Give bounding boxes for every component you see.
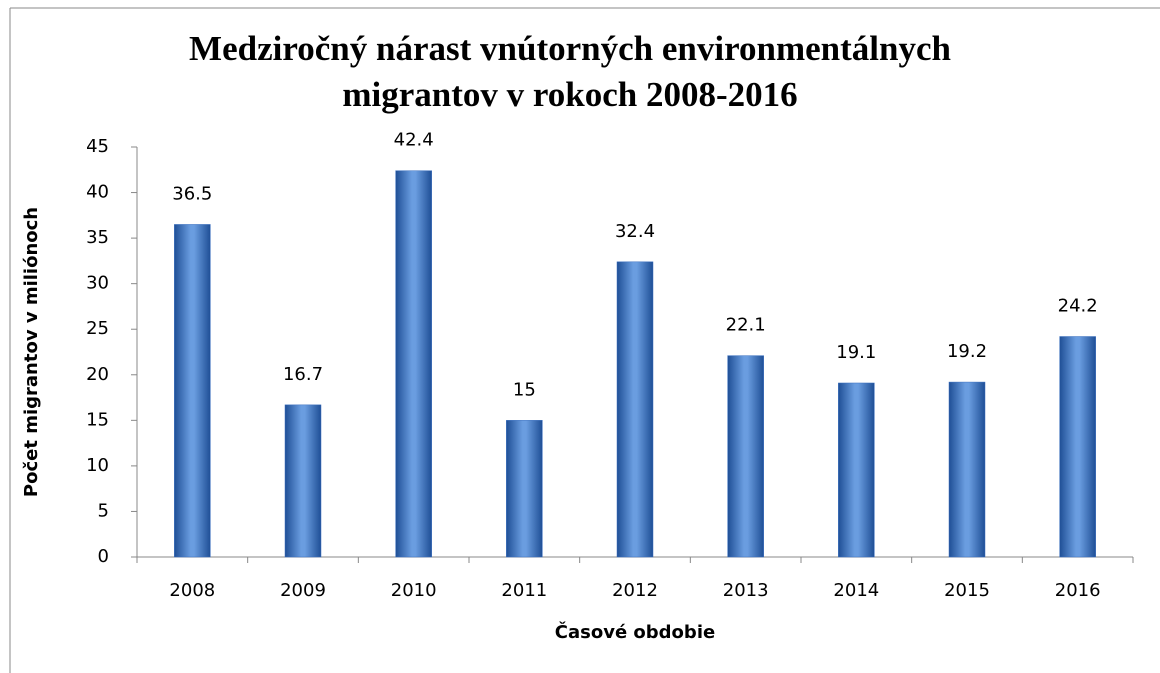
data-label: 19.2	[947, 341, 987, 362]
data-label: 16.7	[283, 364, 323, 385]
x-tick-label: 2011	[501, 580, 547, 601]
bar	[174, 224, 211, 558]
y-tick-label: 35	[86, 227, 109, 248]
chart-title: Medziročný nárast vnútorných environment…	[189, 29, 951, 68]
data-label: 24.2	[1058, 296, 1098, 317]
bar	[616, 261, 654, 558]
y-tick-label: 25	[86, 318, 109, 339]
x-tick-label: 2012	[612, 580, 658, 601]
y-tick-label: 15	[86, 409, 109, 430]
x-tick-label: 2013	[723, 580, 769, 601]
x-tick-label: 2010	[391, 580, 437, 601]
y-tick-label: 0	[98, 546, 109, 567]
data-label: 15	[513, 379, 536, 400]
y-axis-title: Počet migrantov v miliónoch	[21, 207, 42, 497]
bar	[506, 420, 543, 558]
bar	[284, 404, 322, 558]
x-tick-label: 2008	[169, 580, 215, 601]
x-tick-label: 2009	[280, 580, 326, 601]
data-label: 22.1	[726, 315, 766, 336]
y-tick-label: 5	[98, 500, 109, 521]
x-tick-label: 2015	[944, 580, 990, 601]
bar	[395, 170, 432, 558]
x-tick-label: 2016	[1055, 580, 1101, 601]
data-label: 32.4	[615, 221, 655, 242]
data-label: 36.5	[172, 183, 212, 204]
x-tick-label: 2014	[833, 580, 879, 601]
y-tick-label: 20	[86, 364, 109, 385]
x-axis-title: Časové obdobie	[555, 621, 715, 643]
bar	[727, 355, 764, 558]
bar	[838, 382, 875, 558]
y-tick-label: 30	[86, 273, 109, 294]
y-tick-label: 40	[86, 182, 109, 203]
bar	[1059, 336, 1096, 558]
bar	[948, 381, 986, 558]
y-tick-label: 10	[86, 455, 109, 476]
y-tick-label: 45	[86, 136, 109, 157]
data-label: 19.1	[836, 342, 876, 363]
data-label: 42.4	[394, 130, 434, 151]
chart-title: migrantov v rokoch 2008-2016	[342, 75, 797, 114]
